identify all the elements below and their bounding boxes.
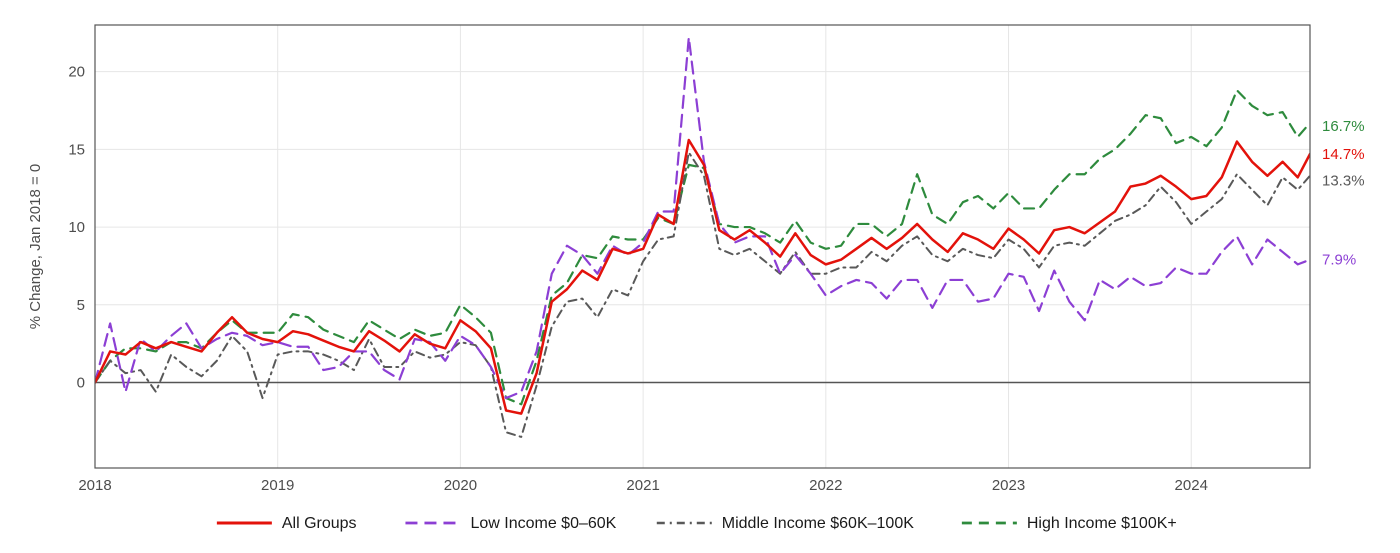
y-tick-label: 10: [68, 219, 85, 236]
end-label-all: 14.7%: [1322, 146, 1365, 163]
legend-item: All Groups: [217, 515, 357, 532]
x-tick-label: 2021: [626, 477, 659, 494]
y-tick-label: 15: [68, 141, 85, 158]
y-tick-label: 20: [68, 64, 85, 81]
x-tick-label: 2020: [444, 477, 477, 494]
legend-item: Low Income $0–60K: [405, 515, 616, 532]
legend-label: All Groups: [282, 515, 357, 532]
line-chart: 2018 2019 2020 2021 2022 2023 2024 0 5 10 15 20 % Ch…: [0, 0, 1400, 553]
legend-label: Low Income $0–60K: [470, 515, 616, 532]
y-tick-label: 5: [77, 297, 85, 314]
end-label-middle: 13.3%: [1322, 172, 1365, 189]
y-tick-label: 0: [77, 375, 85, 392]
legend-label: Middle Income $60K–100K: [722, 515, 914, 532]
x-tick-label: 2018: [78, 477, 111, 494]
chart-container: 2018 2019 2020 2021 2022 2023 2024 0 5 10 15 20 % Ch…: [0, 0, 1400, 553]
y-axis-label: % Change, Jan 2018 = 0: [27, 164, 44, 330]
legend-label: High Income $100K+: [1027, 515, 1177, 532]
x-tick-label: 2023: [992, 477, 1025, 494]
x-tick-label: 2022: [809, 477, 842, 494]
legend-item: Middle Income $60K–100K: [657, 515, 914, 532]
legend-item: High Income $100K+: [962, 515, 1177, 532]
end-label-high: 16.7%: [1322, 118, 1365, 135]
end-label-low: 7.9%: [1322, 252, 1356, 269]
x-tick-label: 2024: [1175, 477, 1208, 494]
legend: All Groups Low Income $0–60K Middle Income…: [217, 515, 1177, 532]
x-tick-label: 2019: [261, 477, 294, 494]
